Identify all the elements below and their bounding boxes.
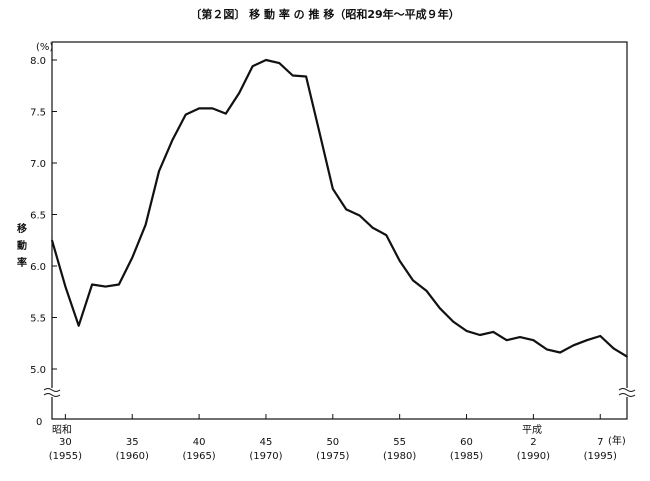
x-tick-label-era: 2 [530, 437, 536, 448]
y-axis-label-char: 動 [17, 239, 27, 252]
y-tick-label: 5.5 [30, 314, 46, 325]
x-era-label-showa: 昭和 [52, 424, 72, 436]
data-point [332, 188, 334, 190]
data-point [291, 74, 294, 77]
x-tick-label-western: (1965) [182, 451, 215, 462]
y-axis-unit: (%) [36, 42, 53, 53]
y-axis-ticks: 8.0 7.5 7.0 6.5 6.0 5.5 5.0 [30, 56, 57, 376]
data-point [211, 107, 214, 110]
y-tick-label: 6.0 [30, 262, 46, 273]
axis-break-left [43, 388, 61, 397]
data-point [118, 283, 120, 286]
y-tick-label: 7.5 [30, 108, 46, 119]
axis-break-right [618, 388, 636, 397]
data-point [505, 339, 508, 342]
data-point [305, 75, 307, 78]
x-tick-label-era: 30 [59, 437, 72, 448]
x-tick-label-era: 40 [193, 437, 206, 448]
data-point [358, 214, 361, 217]
data-point [599, 335, 602, 337]
x-tick-label-era: 35 [126, 437, 139, 448]
x-tick-label-western: (1980) [383, 451, 416, 462]
y-tick-label: 8.0 [30, 56, 46, 67]
y-axis-label-char: 移 [17, 222, 27, 235]
data-point [184, 113, 187, 116]
x-tick-label-western: (1960) [116, 451, 149, 462]
series-points [51, 59, 628, 358]
data-point [225, 112, 227, 115]
data-point [238, 92, 240, 94]
data-point [572, 344, 575, 347]
y-tick-label: 5.0 [30, 365, 46, 376]
x-axis-unit: (年) [608, 434, 626, 447]
data-point [345, 208, 348, 211]
y-axis-label: 移動率 [17, 222, 27, 269]
data-point [465, 330, 468, 332]
x-axis-ticks: 30 (1955) 35 (1960) 40 (1965) 45 (1970) 50 (1975)… [49, 414, 617, 462]
data-point [546, 348, 548, 351]
data-point [198, 107, 200, 110]
data-point [612, 347, 615, 350]
y-zero-label: 0 [36, 417, 42, 428]
x-tick-label-era: 50 [326, 437, 339, 448]
chart-title: 〔第２図〕 移 動 率 の 推 移（昭和29年～平成９年） [190, 7, 459, 21]
data-point [171, 139, 174, 142]
data-point [104, 285, 107, 288]
data-point [425, 289, 428, 292]
data-point [318, 131, 321, 133]
y-axis-label-char: 率 [17, 256, 27, 269]
data-point [532, 339, 535, 342]
data-point [91, 283, 93, 286]
data-point [144, 224, 147, 226]
y-tick-label: 6.5 [30, 211, 46, 222]
plot-frame [51, 41, 628, 420]
data-point [559, 351, 561, 354]
data-point [372, 227, 374, 229]
data-point [265, 59, 267, 61]
data-point [64, 285, 67, 288]
x-tick-label-era: 60 [460, 437, 473, 448]
x-tick-label-western: (1985) [450, 451, 483, 462]
x-tick-label-era: 55 [393, 437, 406, 448]
x-era-label-heisei: 平成 [522, 424, 542, 436]
data-point [439, 307, 441, 310]
x-tick-label-era: 7 [597, 437, 603, 448]
data-point [519, 336, 521, 338]
data-point [452, 320, 455, 323]
x-tick-label-era: 45 [260, 437, 273, 448]
x-tick-label-western: (1970) [249, 451, 282, 462]
data-point [51, 239, 53, 242]
series-line-移動率 [50, 58, 628, 358]
data-point [398, 260, 401, 262]
data-point [626, 355, 628, 358]
x-tick-label-western: (1995) [584, 451, 617, 462]
data-point [77, 324, 80, 327]
x-tick-label-western: (1990) [517, 451, 550, 462]
y-tick-label: 7.0 [30, 159, 46, 170]
x-tick-label-western: (1975) [316, 451, 349, 462]
x-tick-label-western: (1955) [49, 451, 82, 462]
data-point [479, 334, 481, 336]
data-point [278, 62, 281, 64]
data-point [385, 234, 388, 236]
data-point [586, 339, 588, 342]
data-point [131, 257, 133, 259]
data-point [492, 331, 495, 333]
data-point [158, 170, 160, 172]
data-point [251, 65, 254, 67]
data-point [412, 279, 414, 282]
